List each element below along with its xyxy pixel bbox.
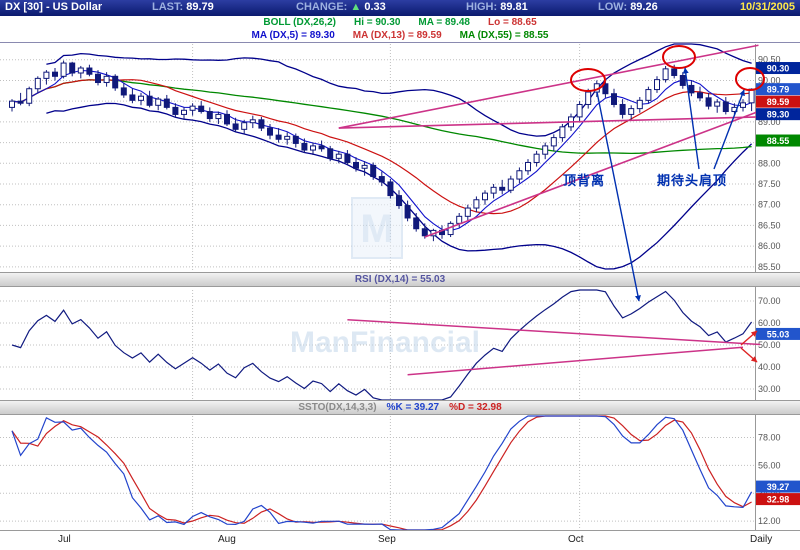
svg-text:90.00: 90.00 <box>758 75 781 85</box>
svg-text:90.50: 90.50 <box>758 55 781 65</box>
high-value: 89.81 <box>500 1 528 13</box>
svg-text:ManFinancial: ManFinancial <box>290 326 480 359</box>
svg-text:30.00: 30.00 <box>758 384 781 394</box>
low-value: 89.26 <box>630 1 658 13</box>
session-date: 10/31/2005 <box>739 1 795 13</box>
svg-text:70.00: 70.00 <box>758 296 781 306</box>
axis-value-box <box>756 493 800 506</box>
rsi-header-strip: RSI (DX,14) = 55.03 <box>0 272 800 287</box>
ssto-k-value: %K = 39.27 <box>386 402 440 413</box>
last-label: LAST: <box>152 1 184 13</box>
ma5-label: MA (DX,5) = 89.30 <box>251 30 335 41</box>
ssto-header-strip: SSTO(DX,14,3,3) %K = 39.27 %D = 32.98 <box>0 400 800 415</box>
watermark-logo-box <box>351 197 403 259</box>
ma13-label: MA (DX,13) = 89.59 <box>352 30 442 41</box>
svg-text:39.27: 39.27 <box>767 482 790 492</box>
svg-text:78.00: 78.00 <box>758 433 781 443</box>
svg-text:88.55: 88.55 <box>767 136 790 146</box>
svg-text:60.00: 60.00 <box>758 318 781 328</box>
svg-text:89.30: 89.30 <box>767 110 790 120</box>
up-arrow-icon: ▲ <box>350 1 362 13</box>
svg-text:56.00: 56.00 <box>758 460 781 470</box>
svg-text:87.00: 87.00 <box>758 200 781 210</box>
month-label-sep: Sep <box>378 534 396 545</box>
svg-text:M: M <box>360 207 393 251</box>
svg-text:89.79: 89.79 <box>767 85 790 95</box>
symbol-title: DX [30] - US Dollar <box>5 1 103 13</box>
svg-text:88.00: 88.00 <box>758 158 781 168</box>
axis-value-box <box>756 95 800 108</box>
month-label-jul: Jul <box>58 534 71 545</box>
ma55-label: MA (DX,55) = 88.55 <box>459 30 549 41</box>
boll-label: BOLL (DX,26,2) <box>263 17 336 28</box>
boll-hi: Hi = 90.30 <box>353 17 401 28</box>
high-label: HIGH: <box>466 1 498 13</box>
ssto-k-line <box>11 415 753 531</box>
axis-value-box <box>756 108 800 121</box>
last-value: 89.79 <box>186 1 214 13</box>
boll-upper-line <box>46 43 752 137</box>
rsi-trendline <box>347 318 761 346</box>
trendline <box>338 44 759 129</box>
axis-value-box <box>756 134 800 147</box>
trendline <box>424 110 759 238</box>
change-value: 0.33 <box>364 1 386 13</box>
title-bar: DX [30] - US Dollar LAST: 89.79 CHANGE: … <box>0 0 800 16</box>
boll-header-row: BOLL (DX,26,2) Hi = 90.30 MA = 89.48 Lo = 8… <box>0 16 800 30</box>
svg-text:89.00: 89.00 <box>758 117 781 127</box>
rsi-trendline <box>407 346 744 376</box>
axis-value-box <box>756 480 800 493</box>
change-quote: CHANGE: ▲ 0.33 <box>296 1 386 13</box>
svg-text:55.03: 55.03 <box>767 329 790 339</box>
svg-text:85.50: 85.50 <box>758 262 781 272</box>
period-label: Daily <box>750 534 773 545</box>
svg-text:89.59: 89.59 <box>767 97 790 107</box>
ssto-label: SSTO(DX,14,3,3) <box>298 402 377 413</box>
low-quote: LOW: 89.26 <box>598 1 658 13</box>
svg-text:40.00: 40.00 <box>758 362 781 372</box>
svg-text:87.50: 87.50 <box>758 179 781 189</box>
svg-text:86.00: 86.00 <box>758 241 781 251</box>
ma-header-row: MA (DX,5) = 89.30 MA (DX,13) = 89.59 MA (D… <box>0 30 800 43</box>
boll-lo: Lo = 88.65 <box>488 17 537 28</box>
trendline <box>338 116 759 129</box>
time-axis: Jul Aug Sep Oct Daily <box>0 530 800 550</box>
svg-text:12.00: 12.00 <box>758 516 781 526</box>
watermark: M ManFinancial <box>290 197 480 359</box>
svg-text:90.30: 90.30 <box>767 64 790 74</box>
svg-text:32.98: 32.98 <box>767 495 790 505</box>
svg-text:50.00: 50.00 <box>758 340 781 350</box>
change-label: CHANGE: <box>296 1 348 13</box>
axis-value-box <box>756 83 800 96</box>
boll-ma: MA = 89.48 <box>418 17 470 28</box>
month-label-aug: Aug <box>218 534 236 545</box>
svg-text:86.50: 86.50 <box>758 220 781 230</box>
last-quote: LAST: 89.79 <box>152 1 214 13</box>
month-label-oct: Oct <box>568 534 584 545</box>
rsi-label: RSI (DX,14) = 55.03 <box>354 274 446 285</box>
ssto-d-value: %D = 32.98 <box>449 402 502 413</box>
axis-value-box <box>756 327 800 340</box>
ma13-line <box>11 79 752 215</box>
low-label: LOW: <box>598 1 628 13</box>
high-quote: HIGH: 89.81 <box>466 1 528 13</box>
axis-value-box <box>756 62 800 75</box>
